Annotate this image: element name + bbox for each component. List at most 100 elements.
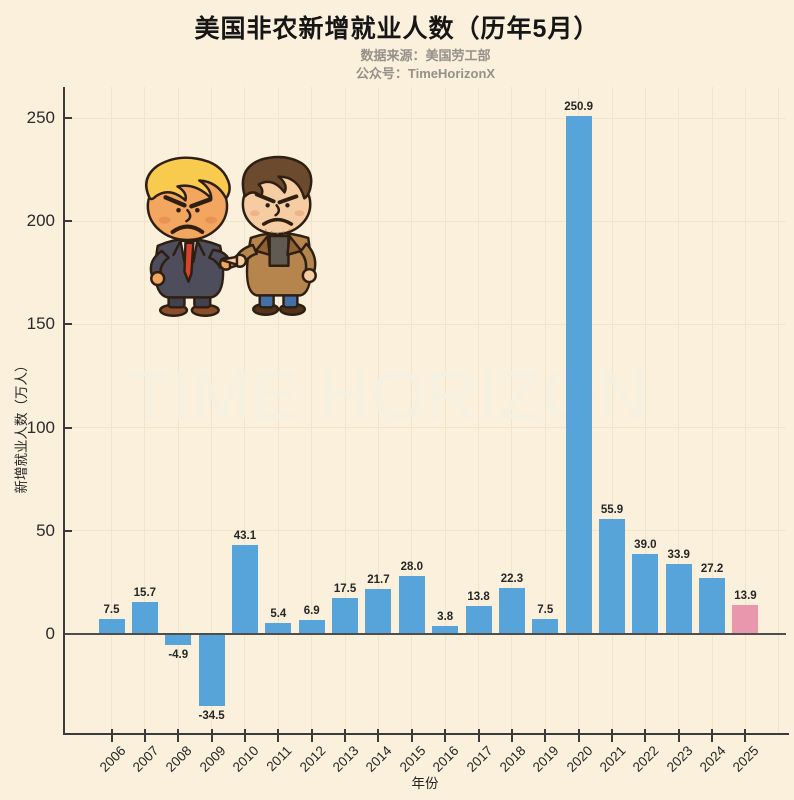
x-tick-mark-2022 xyxy=(644,729,647,742)
bar-value-label-2018: 22.3 xyxy=(500,572,524,585)
x-tick-mark-2023 xyxy=(677,729,680,742)
v-gridline-6 xyxy=(311,87,313,733)
y-axis-title: 新增就业人数（万人） xyxy=(14,358,29,494)
h-gridline-150 xyxy=(65,323,786,325)
bar-2025 xyxy=(732,605,759,634)
v-gridline-2 xyxy=(177,87,179,733)
bar-2011 xyxy=(265,622,292,634)
bar-value-label-2008: -4.9 xyxy=(168,649,189,662)
bar-value-label-2019: 7.5 xyxy=(537,603,554,616)
x-tick-mark-2010 xyxy=(243,729,246,742)
x-tick-mark-2012 xyxy=(310,729,313,742)
bar-2006 xyxy=(98,618,125,634)
x-tick-mark-2014 xyxy=(377,729,380,742)
bar-value-label-2010: 43.1 xyxy=(233,530,257,543)
zero-axis-line xyxy=(65,633,786,635)
watermark: TIME HORIZON xyxy=(128,356,650,434)
bar-value-label-2016: 3.8 xyxy=(437,611,454,624)
y-axis-spine xyxy=(63,87,65,733)
bar-value-label-2007: 15.7 xyxy=(133,586,157,599)
page-title: 美国非农新增就业人数（历年5月） xyxy=(194,15,600,43)
bar-2014 xyxy=(365,589,392,634)
trump-musk-cartoon xyxy=(145,155,317,317)
bar-value-label-2021: 55.9 xyxy=(600,503,624,516)
bar-2013 xyxy=(332,597,359,634)
x-axis-spine xyxy=(63,733,789,735)
y-tick-mark-200 xyxy=(65,220,72,223)
x-axis-title: 年份 xyxy=(411,776,439,791)
trump-figure xyxy=(145,156,248,317)
x-tick-mark-2021 xyxy=(611,729,614,742)
v-gridline-17 xyxy=(678,87,680,733)
v-gridline-19 xyxy=(744,87,746,733)
x-tick-mark-2018 xyxy=(510,729,513,742)
bar-2022 xyxy=(632,553,659,634)
wechat-account-line: 公众号：TimeHorizonX xyxy=(355,66,496,81)
y-tick-label-0: 0 xyxy=(45,624,55,643)
bar-value-label-2022: 39.0 xyxy=(634,538,657,551)
x-tick-mark-2013 xyxy=(344,729,347,742)
bar-value-label-2020: 250.9 xyxy=(564,101,594,114)
y-tick-label-50: 50 xyxy=(36,520,55,540)
x-tick-mark-2009 xyxy=(210,729,213,742)
bar-value-label-2012: 6.9 xyxy=(303,604,320,617)
x-tick-mark-2025 xyxy=(744,729,747,742)
h-gridline-100 xyxy=(65,427,786,429)
bar-2020 xyxy=(565,116,592,634)
v-gridline-7 xyxy=(344,87,346,733)
v-gridline-3 xyxy=(211,87,213,733)
x-tick-mark-2007 xyxy=(143,729,146,742)
v-gridline-4 xyxy=(244,87,246,733)
y-tick-label-150: 150 xyxy=(26,314,55,334)
x-tick-mark-2008 xyxy=(177,729,180,742)
y-tick-mark-250 xyxy=(65,117,72,119)
v-gridline-13 xyxy=(544,87,546,733)
bar-2019 xyxy=(532,618,559,634)
bar-value-label-2025: 13.9 xyxy=(734,590,757,603)
musk-figure xyxy=(219,155,317,316)
y-tick-label-100: 100 xyxy=(26,417,55,437)
bar-value-label-2009: -34.5 xyxy=(198,710,225,723)
y-tick-mark-50 xyxy=(65,529,72,532)
v-gridline-9 xyxy=(411,87,413,733)
y-tick-mark-150 xyxy=(65,323,72,326)
bar-2015 xyxy=(398,576,425,634)
bar-value-label-2023: 33.9 xyxy=(667,549,690,562)
y-tick-mark-100 xyxy=(65,426,72,429)
h-gridline-50 xyxy=(65,530,786,532)
bar-2016 xyxy=(432,626,459,634)
x-tick-mark-2011 xyxy=(277,729,280,742)
bar-2024 xyxy=(699,577,726,634)
x-tick-mark-2006 xyxy=(110,729,113,742)
bar-value-label-2011: 5.4 xyxy=(270,607,287,620)
x-tick-mark-2024 xyxy=(711,729,714,742)
v-gridline-18 xyxy=(711,87,713,733)
bar-value-label-2024: 27.2 xyxy=(700,562,724,575)
v-gridline-16 xyxy=(644,87,646,733)
v-gridline-8 xyxy=(377,87,379,733)
bar-2007 xyxy=(131,601,158,634)
x-tick-mark-2017 xyxy=(477,729,480,742)
bar-value-label-2015: 28.0 xyxy=(400,561,423,574)
y-tick-label-200: 200 xyxy=(26,211,55,231)
bar-2018 xyxy=(498,587,525,634)
h-gridline-200 xyxy=(65,220,786,222)
v-gridline-15 xyxy=(611,87,613,733)
v-gridline-20 xyxy=(778,87,780,733)
bar-2012 xyxy=(298,619,325,634)
bar-value-label-2017: 13.8 xyxy=(467,590,490,603)
v-gridline-0 xyxy=(111,87,112,733)
bar-value-label-2006: 7.5 xyxy=(103,603,120,616)
v-gridline-12 xyxy=(511,87,513,733)
h-gridline-250 xyxy=(65,117,786,119)
bar-2021 xyxy=(599,518,626,634)
x-tick-mark-2015 xyxy=(410,729,413,742)
bar-2023 xyxy=(665,564,692,634)
v-gridline-5 xyxy=(277,87,279,733)
v-gridline-11 xyxy=(478,87,480,733)
bar-2008 xyxy=(165,635,192,646)
x-tick-mark-2016 xyxy=(444,729,447,742)
bar-2017 xyxy=(465,605,492,634)
